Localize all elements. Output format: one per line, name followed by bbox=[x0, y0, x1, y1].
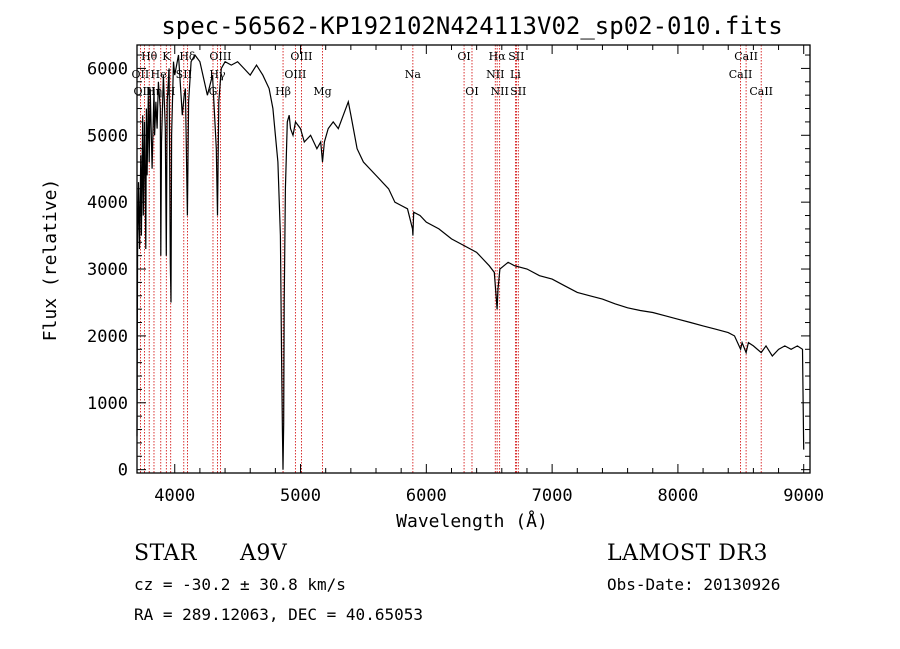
y-axis-ticks: 0 1000 2000 3000 4000 5000 6000 bbox=[87, 54, 810, 481]
y-tick-label: 2000 bbox=[87, 327, 128, 347]
marker-label-20: SII bbox=[508, 50, 524, 63]
marker-label-19: Hα bbox=[489, 50, 507, 63]
x-tick-label: 5000 bbox=[280, 486, 321, 506]
object-class: STAR bbox=[134, 541, 197, 566]
y-axis-label: Flux (relative) bbox=[40, 179, 61, 342]
y-tick-label: 5000 bbox=[87, 126, 128, 146]
marker-label-8: H bbox=[166, 85, 176, 98]
spectrum-series-line bbox=[136, 53, 805, 470]
y-tick-label: 6000 bbox=[87, 59, 128, 79]
observation-date: Obs-Date: 20130926 bbox=[607, 575, 781, 594]
marker-label-3: K bbox=[162, 50, 171, 63]
marker-label-18: OI bbox=[465, 85, 478, 98]
x-axis-ticks: 4000 5000 6000 7000 8000 9000 bbox=[154, 45, 824, 506]
marker-label-25: CaII bbox=[734, 50, 758, 63]
marker-label-16: Na bbox=[405, 68, 422, 81]
marker-label-14: Hβ bbox=[275, 85, 291, 98]
marker-label-0: Hθ bbox=[141, 50, 158, 63]
x-tick-label: 4000 bbox=[154, 486, 195, 506]
y-tick-label: 4000 bbox=[87, 193, 128, 213]
marker-label-26: CaII bbox=[729, 68, 753, 81]
x-tick-label: 8000 bbox=[657, 486, 698, 506]
spectral-line-markers bbox=[139, 45, 762, 473]
plot-frame bbox=[136, 44, 811, 474]
y-tick-label: 1000 bbox=[87, 394, 128, 414]
spectral-subclass: A9V bbox=[240, 541, 288, 566]
y-tick-label: 0 bbox=[118, 461, 128, 481]
marker-label-1: OII bbox=[132, 68, 150, 81]
y-tick-label: 3000 bbox=[87, 260, 128, 280]
marker-label-9: OIII bbox=[209, 50, 231, 63]
redshift-cz: cz = -30.2 ± 30.8 km/s bbox=[134, 575, 346, 594]
marker-label-10: Hγ bbox=[209, 68, 226, 81]
marker-label-27: CaII bbox=[749, 85, 773, 98]
x-axis-label: Wavelength (Å) bbox=[396, 510, 548, 532]
spectrum-chart: spec-56562-KP192102N424113V02_sp02-010.f… bbox=[40, 12, 824, 532]
marker-label-4: HeI bbox=[151, 68, 171, 81]
marker-label-23: NII bbox=[491, 85, 509, 98]
marker-label-24: SII bbox=[510, 85, 526, 98]
x-tick-label: 7000 bbox=[532, 486, 573, 506]
ra-dec-coordinates: RA = 289.12063, DEC = 40.65053 bbox=[134, 605, 423, 624]
chart-title: spec-56562-KP192102N424113V02_sp02-010.f… bbox=[161, 12, 782, 40]
marker-label-17: OI bbox=[457, 50, 470, 63]
marker-label-22: Li bbox=[510, 68, 521, 81]
marker-label-21: NII bbox=[486, 68, 504, 81]
marker-label-15: Mg bbox=[313, 85, 331, 98]
survey-name: LAMOST DR3 bbox=[607, 541, 768, 566]
x-tick-label: 9000 bbox=[783, 486, 824, 506]
marker-label-12: OIII bbox=[290, 50, 312, 63]
marker-label-13: OIII bbox=[284, 68, 306, 81]
x-tick-label: 6000 bbox=[406, 486, 447, 506]
